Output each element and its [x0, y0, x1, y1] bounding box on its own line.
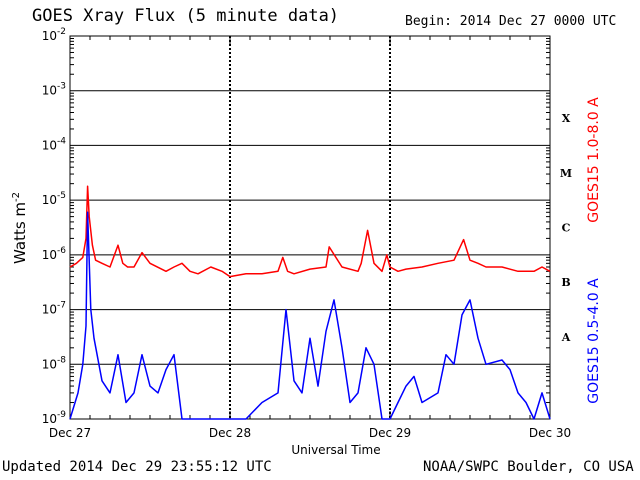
decade-gridlines	[70, 90, 550, 365]
credit-line: NOAA/SWPC Boulder, CO USA	[423, 459, 634, 475]
y-axis-label-group: Watts m-2	[11, 192, 29, 264]
x-axis-label: Universal Time	[291, 443, 380, 457]
series-legend-long: GOES15 1.0-8.0 A	[586, 97, 602, 223]
flare-class-labels: A B C M X	[560, 112, 572, 344]
series-legend-short: GOES15 0.5-4.0 A	[586, 278, 602, 404]
updated-timestamp: Updated 2014 Dec 29 23:55:12 UTC	[2, 459, 272, 475]
legend-short-channel: GOES15 0.5-4.0 A	[586, 278, 602, 404]
y-tick-label: 10-4	[42, 136, 67, 152]
x-tick-label: Dec 27	[49, 426, 91, 440]
flare-class-label: X	[562, 112, 571, 125]
y-tick-label: 10-5	[42, 191, 66, 207]
series-lines	[69, 185, 551, 420]
series-line-long	[69, 185, 551, 278]
begin-time: Begin: 2014 Dec 27 0000 UTC	[405, 14, 617, 29]
flare-class-label: A	[561, 331, 571, 344]
x-tick-label: Dec 28	[209, 426, 251, 440]
y-tick-label: 10-9	[42, 410, 67, 426]
flare-class-label: B	[561, 276, 570, 289]
y-axis-label: Watts m-2	[11, 192, 29, 264]
y-tick-label: 10-7	[42, 301, 66, 317]
x-tick-label: Dec 30	[529, 426, 571, 440]
x-tick-labels: Dec 27 Dec 28 Dec 29 Dec 30	[49, 426, 571, 440]
axis-ticks	[69, 36, 551, 419]
y-tick-label: 10-3	[42, 82, 66, 98]
plot-frame	[69, 35, 551, 420]
y-tick-label: 10-2	[42, 27, 66, 43]
x-tick-label: Dec 29	[369, 426, 411, 440]
y-tick-labels: 10-9 10-8 10-7 10-6 10-5 10-4 10-3 10-2	[42, 27, 67, 426]
legend-long-channel: GOES15 1.0-8.0 A	[586, 97, 602, 223]
series-line-short	[69, 211, 551, 420]
y-tick-label: 10-6	[42, 246, 67, 262]
day-dividers	[229, 36, 391, 419]
flare-class-label: M	[560, 167, 572, 180]
flare-class-label: C	[562, 222, 571, 235]
y-tick-label: 10-8	[42, 355, 67, 371]
chart-title: GOES Xray Flux (5 minute data)	[32, 6, 340, 26]
